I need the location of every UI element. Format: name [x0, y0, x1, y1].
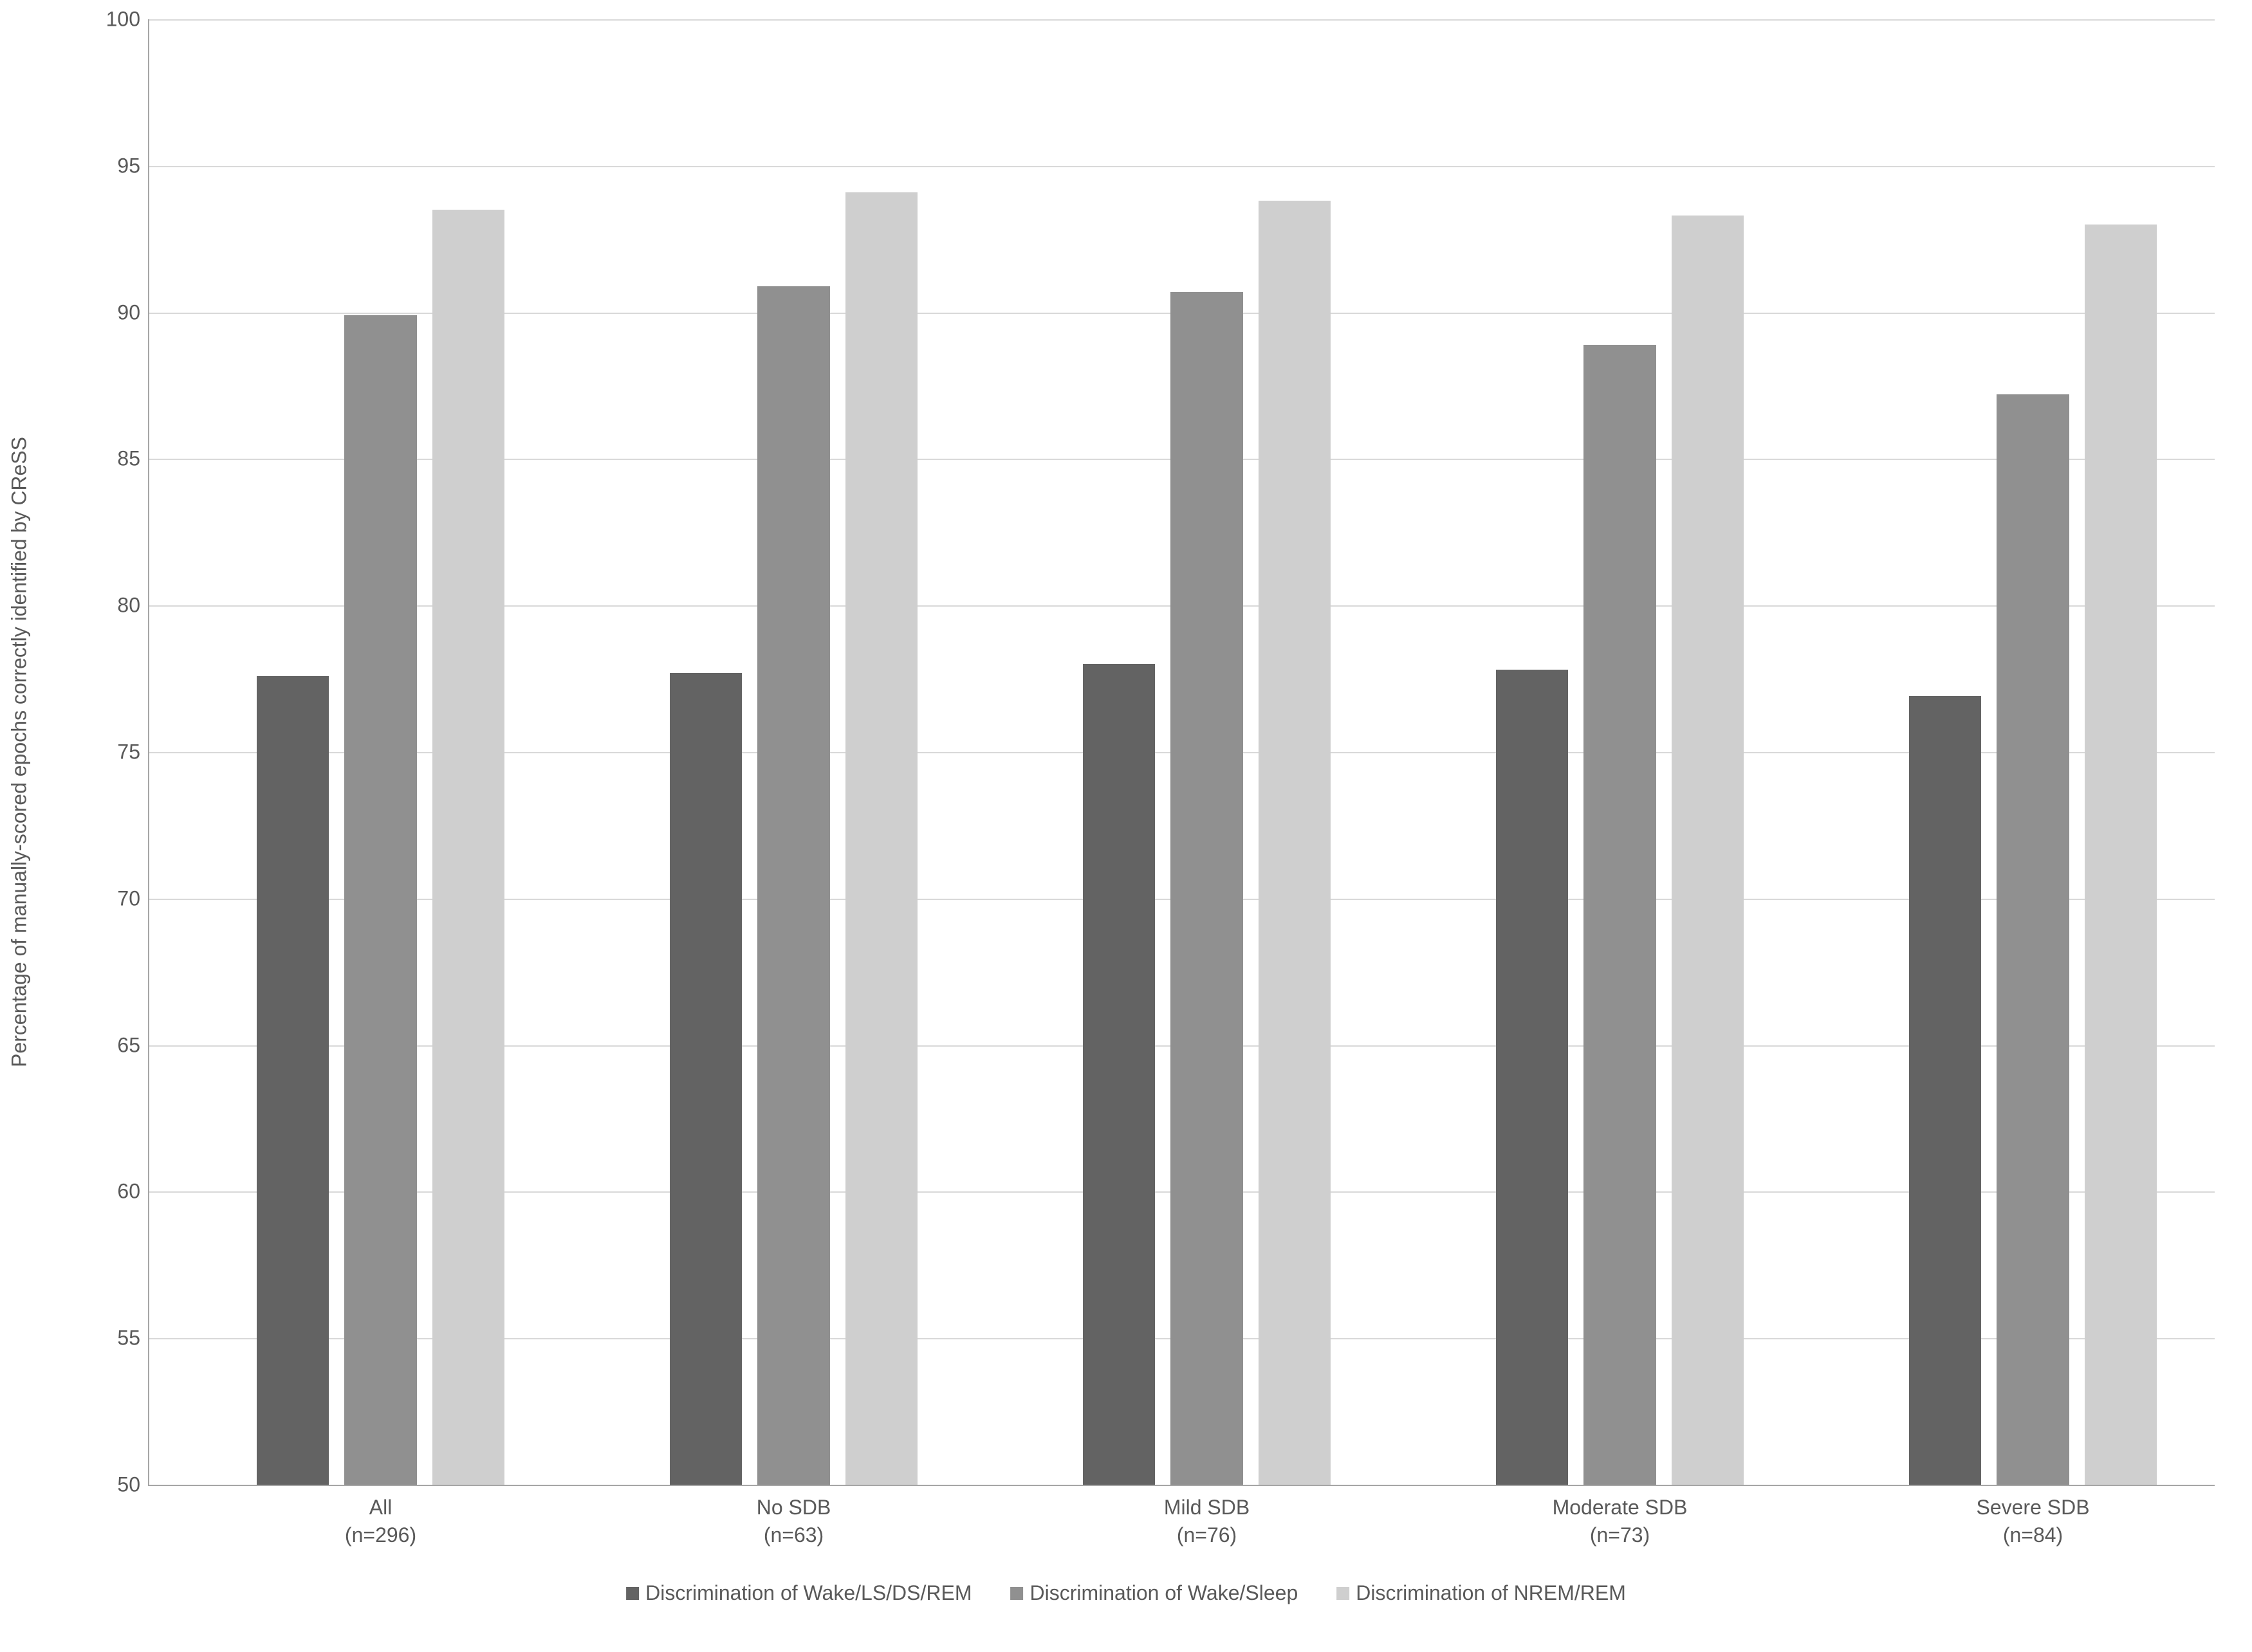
bar-group	[1083, 19, 1331, 1485]
plot-area: All(n=296)No SDB(n=63)Mild SDB(n=76)Mode…	[148, 19, 2215, 1486]
bar	[1083, 664, 1155, 1485]
bar	[1997, 394, 2069, 1485]
legend-item: Discrimination of Wake/LS/DS/REM	[626, 1581, 972, 1605]
y-tick-label: 70	[117, 886, 149, 910]
legend-label: Discrimination of Wake/Sleep	[1030, 1581, 1298, 1605]
y-tick-label: 75	[117, 740, 149, 764]
bar	[2085, 225, 2157, 1485]
y-tick-label: 50	[117, 1473, 149, 1497]
bar	[1909, 696, 1981, 1485]
y-tick-label: 95	[117, 154, 149, 178]
legend: Discrimination of Wake/LS/DS/REM Discrimi…	[626, 1581, 1626, 1605]
x-tick-label: Severe SDB(n=84)	[1976, 1494, 2089, 1549]
bar	[432, 210, 504, 1485]
bar	[344, 315, 416, 1485]
legend-item: Discrimination of NREM/REM	[1336, 1581, 1626, 1605]
bar-chart: Percentage of manually-scored epochs cor…	[0, 0, 2252, 1652]
y-tick-label: 100	[106, 8, 149, 32]
bar-group	[1909, 19, 2157, 1485]
bar-group	[257, 19, 504, 1485]
y-tick-label: 65	[117, 1033, 149, 1057]
x-tick-label: Moderate SDB(n=73)	[1553, 1494, 1688, 1549]
bar-groups	[149, 19, 2215, 1485]
y-tick-label: 60	[117, 1180, 149, 1204]
bar	[1672, 216, 1744, 1485]
legend-label: Discrimination of NREM/REM	[1356, 1581, 1626, 1605]
bar	[1496, 670, 1568, 1485]
bar	[670, 673, 742, 1485]
y-tick-label: 85	[117, 447, 149, 471]
bar-group	[1496, 19, 1744, 1485]
bar-group	[670, 19, 918, 1485]
bar	[845, 192, 918, 1485]
y-tick-label: 55	[117, 1326, 149, 1350]
bar	[757, 286, 829, 1485]
legend-label: Discrimination of Wake/LS/DS/REM	[645, 1581, 972, 1605]
legend-item: Discrimination of Wake/Sleep	[1011, 1581, 1298, 1605]
legend-swatch	[626, 1587, 639, 1600]
x-tick-label: No SDB(n=63)	[757, 1494, 831, 1549]
bar	[1170, 292, 1242, 1485]
x-tick-label: Mild SDB(n=76)	[1164, 1494, 1250, 1549]
y-tick-label: 90	[117, 300, 149, 324]
bar	[257, 676, 329, 1485]
y-axis-label: Percentage of manually-scored epochs cor…	[8, 437, 32, 1067]
legend-swatch	[1011, 1587, 1024, 1600]
x-tick-label: All(n=296)	[345, 1494, 416, 1549]
bar	[1583, 345, 1656, 1485]
bar	[1259, 201, 1331, 1485]
legend-swatch	[1336, 1587, 1349, 1600]
y-tick-label: 80	[117, 594, 149, 618]
